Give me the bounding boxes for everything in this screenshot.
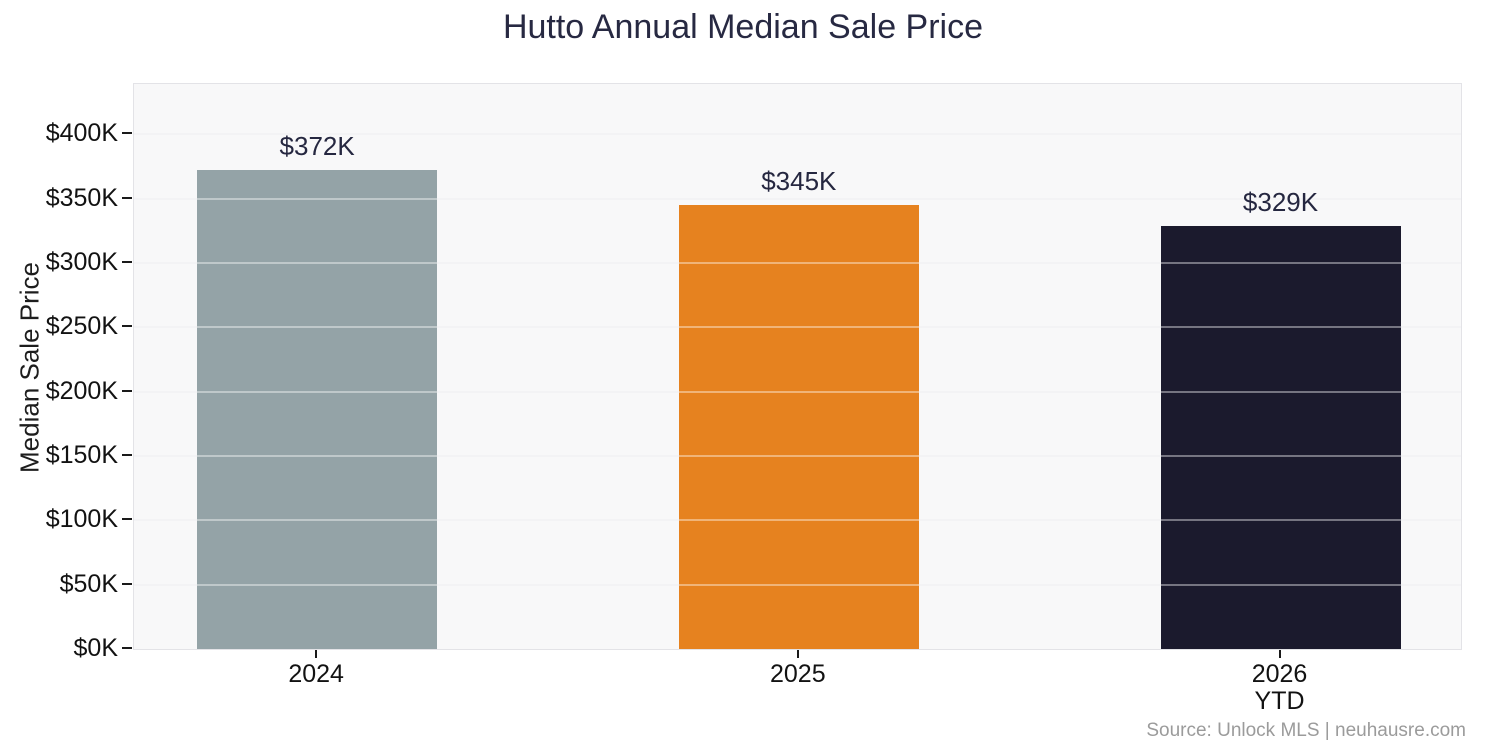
- y-tick-label: $250K: [45, 312, 118, 341]
- y-tick-label: $50K: [59, 569, 118, 598]
- x-tick-label-line: 2026: [1251, 660, 1308, 688]
- y-tick-label: $0K: [73, 634, 118, 662]
- x-tick-label: 2024: [196, 661, 436, 688]
- bar-value-label: $329K: [1242, 186, 1319, 217]
- y-tick-label: $200K: [45, 376, 118, 405]
- bar: [678, 204, 919, 649]
- x-tick-label: 2025: [678, 661, 918, 688]
- y-tick-mark: [122, 325, 132, 328]
- x-tick-label: 2026 YTD: [1160, 661, 1400, 715]
- source-credit: Source: Unlock MLS | neuhausre.com: [1146, 720, 1466, 741]
- x-tick-mark: [315, 650, 318, 658]
- gridline: [134, 133, 1461, 136]
- y-tick-label: $150K: [45, 440, 118, 469]
- y-tick-mark: [122, 518, 132, 521]
- x-tick-label-line: 2024: [288, 660, 344, 688]
- y-tick-label: $300K: [45, 247, 118, 276]
- bar-value-label: $372K: [279, 131, 355, 162]
- y-tick-mark: [122, 453, 132, 456]
- y-tick-mark: [122, 647, 132, 649]
- x-tick-label-line: 2025: [770, 660, 826, 688]
- x-tick-mark: [796, 650, 799, 658]
- x-tick-mark: [1278, 650, 1281, 658]
- y-tick-label: $350K: [45, 183, 118, 212]
- y-tick-label: $100K: [45, 505, 118, 534]
- x-tick-label-line: YTD: [1254, 687, 1305, 715]
- bar: [197, 170, 438, 649]
- chart-title: Hutto Annual Median Sale Price: [502, 8, 984, 46]
- y-tick-mark: [122, 582, 132, 585]
- bar-value-label: $345K: [761, 165, 837, 196]
- y-tick-mark: [122, 196, 132, 199]
- gridline: [134, 197, 1461, 200]
- y-tick-label: $400K: [45, 119, 118, 148]
- y-tick-mark: [122, 389, 132, 392]
- y-tick-mark: [122, 260, 132, 263]
- y-tick-mark: [122, 132, 132, 135]
- plot-area: $372K $345K $329K: [133, 83, 1462, 650]
- bar: [1160, 225, 1401, 649]
